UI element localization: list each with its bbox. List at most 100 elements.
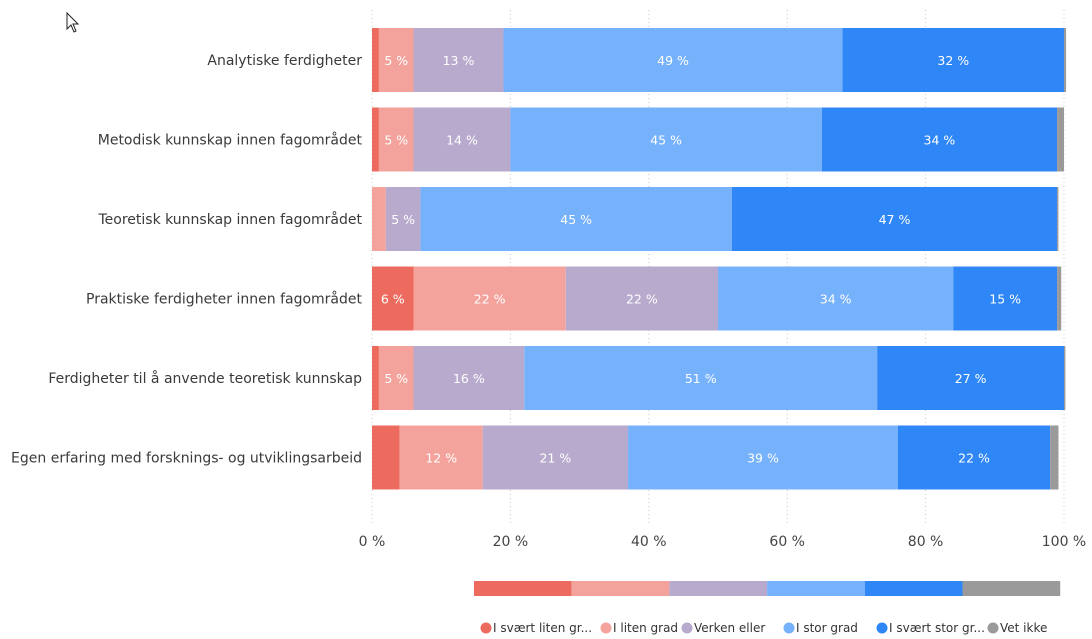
bar-segment[interactable] (953, 266, 1058, 331)
bar-segment[interactable] (842, 28, 1064, 92)
bar-segment[interactable] (385, 187, 421, 251)
legend-marker (876, 622, 888, 634)
x-tick-label: 80 % (908, 534, 944, 550)
data-label: 45 % (650, 133, 682, 148)
mouse-pointer-icon (66, 12, 80, 33)
bar-segment[interactable] (877, 346, 1064, 410)
bar-segments[interactable]: 5 % 13 % 49 % 32 % 5 % 14 % 45 % 34 % 5 % 45 % 47 … (372, 28, 1067, 490)
x-tick-label: 20 % (493, 534, 529, 550)
legend[interactable]: I svært liten gr... I liten grad Verken el… (480, 621, 1048, 635)
data-label: 12 % (425, 451, 457, 466)
bar-segment[interactable] (372, 425, 400, 490)
bar-segment[interactable] (372, 107, 379, 172)
bar-segment[interactable] (524, 346, 878, 410)
data-label: 32 % (937, 53, 969, 68)
data-label: 34 % (820, 292, 852, 307)
x-axis-tick-labels: 0 % 20 % 40 % 60 % 80 % 100 % (359, 534, 1087, 550)
bar-segment[interactable] (1064, 28, 1067, 92)
data-label: 15 % (989, 292, 1021, 307)
data-label: 22 % (474, 292, 506, 307)
category-label: Ferdigheter til å anvende teoretisk kunn… (48, 370, 362, 387)
legend-marker (681, 622, 693, 634)
data-label: 34 % (924, 133, 956, 148)
data-label: 21 % (539, 451, 571, 466)
legend-label: I svært stor gr... (889, 621, 985, 635)
legend-color-strip (474, 581, 1061, 596)
category-label: Analytiske ferdigheter (207, 53, 362, 69)
legend-marker (783, 622, 795, 634)
bar-segment[interactable] (420, 187, 732, 251)
data-label: 5 % (384, 371, 408, 386)
bar-segment[interactable] (731, 187, 1058, 251)
bar-segment[interactable] (1057, 187, 1059, 251)
legend-item[interactable]: I stor grad (783, 621, 858, 635)
data-label: 5 % (384, 53, 408, 68)
legend-item[interactable]: Verken eller (681, 621, 766, 635)
data-label: 5 % (384, 133, 408, 148)
x-tick-label: 60 % (769, 534, 805, 550)
bar-segment[interactable] (1057, 107, 1064, 172)
legend-marker (600, 622, 612, 634)
bar-segment[interactable] (482, 425, 629, 490)
legend-label: I stor grad (796, 621, 858, 635)
bar-segment[interactable] (413, 28, 504, 92)
legend-strip-swatch (474, 581, 572, 596)
legend-strip-swatch (962, 581, 1061, 596)
bar-segment[interactable] (378, 28, 414, 92)
bar-segment[interactable] (1064, 346, 1066, 410)
legend-item[interactable]: I svært liten gr... (480, 621, 593, 635)
x-tick-label: 0 % (359, 534, 386, 550)
legend-strip-swatch (571, 581, 670, 596)
bar-segment[interactable] (372, 346, 379, 410)
x-tick-label: 100 % (1042, 534, 1086, 550)
legend-label: Verken eller (694, 621, 765, 635)
bar-segment[interactable] (565, 266, 718, 331)
bar-segment[interactable] (413, 107, 511, 172)
bar-segment[interactable] (399, 425, 483, 490)
legend-item[interactable]: I liten grad (600, 621, 679, 635)
bar-segment[interactable] (1057, 266, 1062, 331)
data-label: 45 % (560, 212, 592, 227)
data-label: 47 % (879, 212, 911, 227)
legend-label: I svært liten gr... (493, 621, 592, 635)
category-labels: Analytiske ferdigheter Metodisk kunnskap … (11, 53, 362, 467)
data-label: 14 % (446, 133, 478, 148)
bar-segment[interactable] (510, 107, 822, 172)
legend-strip-swatch (864, 581, 963, 596)
data-label: 5 % (391, 212, 415, 227)
legend-label: Vet ikke (1000, 621, 1047, 635)
bar-segment[interactable] (628, 425, 898, 490)
bar-segment[interactable] (413, 346, 525, 410)
legend-item[interactable]: I svært stor gr... (876, 621, 985, 635)
data-label: 49 % (657, 53, 689, 68)
legend-strip-swatch (669, 581, 768, 596)
legend-marker (480, 622, 492, 634)
bar-segment[interactable] (372, 187, 386, 251)
category-label: Praktiske ferdigheter innen fagområdet (86, 291, 362, 308)
category-label: Teoretisk kunnskap innen fagområdet (97, 211, 362, 228)
bar-segment[interactable] (718, 266, 954, 331)
data-label: 51 % (685, 371, 717, 386)
legend-strip-swatch (767, 581, 865, 596)
bar-segment[interactable] (378, 346, 414, 410)
bar-segment[interactable] (413, 266, 566, 331)
bar-segment[interactable] (897, 425, 1051, 490)
category-label: Egen erfaring med forsknings- og utvikli… (11, 451, 362, 467)
data-label: 6 % (381, 292, 405, 307)
data-label: 13 % (443, 53, 475, 68)
bar-segment[interactable] (1050, 425, 1059, 490)
bar-segment[interactable] (378, 107, 414, 172)
legend-marker (987, 622, 999, 634)
bar-segment[interactable] (503, 28, 843, 92)
bar-segment[interactable] (821, 107, 1058, 172)
data-label: 27 % (955, 371, 987, 386)
data-label: 16 % (453, 371, 485, 386)
legend-item[interactable]: Vet ikke (987, 621, 1048, 635)
data-label: 39 % (747, 451, 779, 466)
category-label: Metodisk kunnskap innen fagområdet (98, 132, 363, 149)
bar-segment[interactable] (372, 28, 379, 92)
x-tick-label: 40 % (631, 534, 667, 550)
bar-segment[interactable] (372, 266, 414, 331)
data-label: 22 % (626, 292, 658, 307)
